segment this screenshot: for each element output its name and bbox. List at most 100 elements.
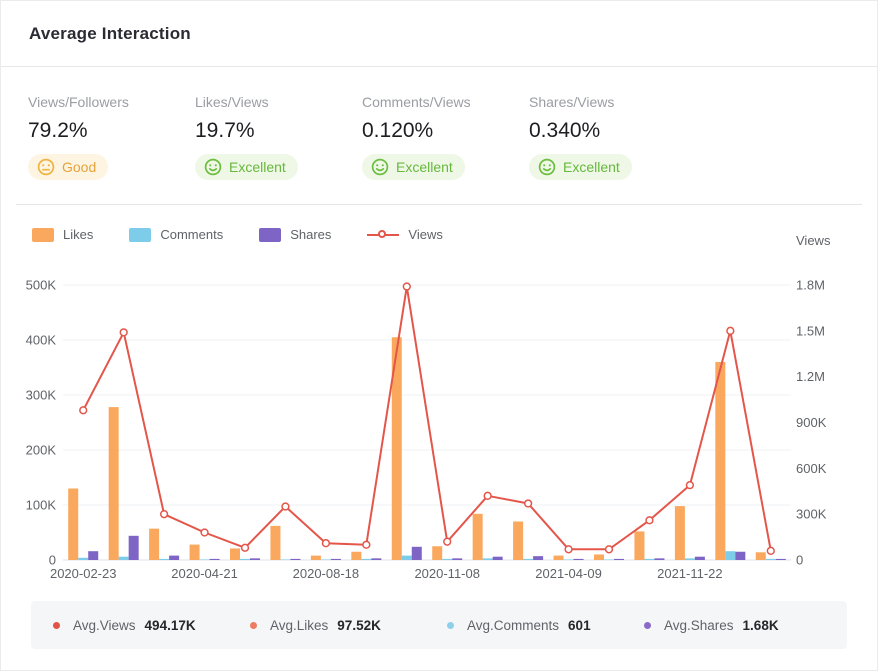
bar — [209, 558, 220, 560]
line-marker-icon — [367, 228, 400, 242]
bar — [351, 551, 362, 560]
right-axis-tick: 1.5M — [796, 323, 825, 338]
views-dot-icon — [53, 621, 60, 629]
shares-swatch-icon — [259, 227, 282, 242]
line-marker — [402, 282, 411, 291]
smiley-face-icon — [538, 158, 556, 176]
bar — [573, 558, 584, 560]
line-marker — [321, 539, 331, 548]
x-axis-tick: 2021-11-22 — [657, 566, 723, 581]
left-axis-tick: 400K — [26, 333, 57, 348]
bar — [563, 559, 574, 560]
bar — [371, 558, 382, 560]
line-marker — [119, 328, 128, 337]
right-axis-tick: 1.8M — [796, 278, 825, 293]
views-line — [82, 285, 772, 551]
bar — [452, 558, 463, 560]
line-marker — [564, 545, 573, 554]
smiley-face-icon — [204, 158, 222, 176]
rating-badge: Good — [28, 154, 109, 180]
x-axis-tick: 2020-02-23 — [50, 566, 117, 581]
bar — [270, 525, 281, 560]
stat-value: 494.17K — [144, 617, 196, 633]
rating-badge: Excellent — [362, 154, 465, 180]
bar — [472, 513, 483, 560]
bar — [442, 558, 453, 560]
stat-label: Avg.Likes — [270, 617, 329, 633]
right-axis-tick: 300K — [796, 507, 827, 522]
legend-label: Comments — [160, 227, 224, 242]
bar — [755, 552, 766, 560]
card-header: Average Interaction — [1, 1, 877, 67]
bar — [775, 558, 786, 560]
bar — [189, 544, 200, 560]
metric-value: 19.7% — [195, 119, 255, 142]
stat-avg-likes: Avg.Likes 97.52K — [250, 618, 447, 633]
x-axis-tick: 2020-11-08 — [414, 566, 480, 581]
metric-label: Likes/Views — [195, 94, 269, 110]
line-marker — [240, 543, 250, 552]
right-axis-tick: 600K — [796, 461, 827, 476]
metric-value: 79.2% — [28, 119, 88, 142]
bar — [240, 558, 250, 560]
bar — [250, 558, 260, 560]
bar — [149, 528, 160, 560]
stat-label: Avg.Views — [73, 617, 136, 633]
line-marker — [726, 326, 735, 335]
bar — [674, 506, 685, 560]
right-axis-tick: 0 — [796, 553, 803, 568]
metric-label: Views/Followers — [28, 94, 129, 110]
rating-text: Excellent — [396, 159, 453, 175]
bar — [401, 555, 412, 560]
comments-dot-icon — [447, 621, 454, 629]
chart-legend: Likes Comments Shares Views — [32, 227, 479, 242]
bar — [654, 558, 665, 560]
grid-lines — [63, 284, 791, 561]
metric-label: Comments/Views — [362, 94, 471, 110]
bar — [715, 362, 726, 560]
metric-views-followers: Views/Followers 79.2% Good — [28, 94, 188, 181]
metric-shares-views: Shares/Views 0.340% Excellent — [529, 94, 689, 181]
x-axis-tick: 2021-04-09 — [535, 566, 602, 581]
bars-likes — [68, 337, 766, 560]
bar — [694, 556, 705, 560]
left-axis-tick: 100K — [26, 498, 57, 513]
stat-label: Avg.Shares — [664, 617, 734, 633]
bar — [594, 554, 604, 560]
bar — [644, 558, 655, 560]
rating-text: Good — [62, 159, 97, 175]
bar — [320, 559, 331, 560]
likes-dot-icon — [250, 621, 257, 629]
bar — [492, 556, 503, 560]
rating-badge: Excellent — [195, 154, 298, 180]
bar — [230, 548, 240, 560]
stat-label: Avg.Comments — [467, 617, 560, 633]
legend-item-shares[interactable]: Shares — [259, 227, 331, 242]
legend-item-views[interactable]: Views — [367, 227, 443, 242]
line-marker — [766, 546, 775, 555]
bar — [290, 558, 301, 560]
line-marker — [281, 502, 290, 511]
bar — [523, 558, 534, 560]
stat-value: 1.68K — [742, 617, 779, 633]
right-axis-title: Views — [796, 233, 831, 248]
metric-value: 0.120% — [362, 119, 434, 142]
bar — [684, 558, 695, 560]
section-divider — [16, 204, 862, 205]
legend-item-likes[interactable]: Likes — [32, 227, 93, 242]
legend-item-comments[interactable]: Comments — [129, 227, 223, 242]
metric-likes-views: Likes/Views 19.7% Excellent — [195, 94, 355, 181]
bars-comments — [78, 551, 776, 560]
comments-swatch-icon — [129, 227, 152, 242]
stat-avg-views: Avg.Views 494.17K — [53, 618, 250, 633]
bar — [553, 555, 564, 560]
line-marker — [79, 406, 88, 415]
bar — [310, 555, 321, 560]
neutral-face-icon — [37, 158, 55, 176]
rating-text: Excellent — [229, 159, 286, 175]
bar — [482, 558, 493, 560]
left-axis-tick: 200K — [26, 443, 57, 458]
stat-avg-comments: Avg.Comments 601 — [447, 618, 644, 633]
bars-shares — [88, 535, 786, 560]
